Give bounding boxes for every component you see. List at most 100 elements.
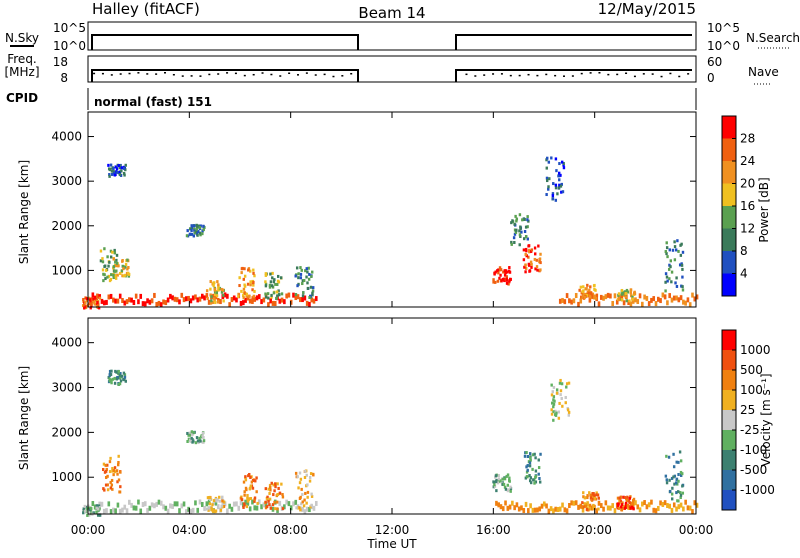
scatter-cell [570, 500, 573, 506]
scatter-cell [617, 506, 620, 510]
scatter-cell [666, 300, 669, 306]
scatter-cell [218, 286, 222, 290]
scatter-cell [95, 504, 99, 508]
scatter-cell [497, 477, 501, 481]
scatter-cell [262, 297, 266, 303]
scatter-cell [300, 268, 303, 272]
scatter-cell [609, 505, 612, 511]
scatter-cell [271, 503, 275, 507]
scatter-cell [504, 500, 507, 506]
scatter-cell [588, 288, 591, 292]
scatter-cell [522, 237, 526, 241]
scatter-cell [602, 506, 605, 512]
scatter-cell [679, 493, 683, 497]
scatter-cell [520, 230, 523, 234]
scatter-cell [178, 299, 181, 305]
scatter-cell [625, 498, 629, 502]
scatter-cell [678, 450, 682, 454]
scatter-cell [92, 511, 95, 515]
scatter-cell [192, 431, 195, 435]
scatter-cell [560, 396, 563, 400]
scatter-cell [266, 292, 270, 296]
scatter-cell [675, 295, 678, 301]
scatter-cell [150, 502, 154, 508]
scatter-cell [216, 504, 220, 510]
scatter-cell [504, 487, 508, 491]
scatter-cell [667, 455, 671, 459]
scatter-cell [123, 375, 127, 379]
scatter-cell [162, 299, 165, 305]
scatter-cell [505, 474, 508, 478]
scatter-cell [195, 436, 199, 440]
scatter-cell [202, 228, 205, 232]
scatter-cell [677, 473, 680, 477]
scatter-cell [495, 500, 498, 506]
scatter-cell [557, 416, 561, 420]
scatter-cell [162, 504, 165, 510]
scatter-cell [268, 285, 272, 289]
scatter-cell [249, 484, 253, 488]
scatter-cell [654, 508, 658, 514]
scatter-cell [201, 440, 204, 444]
scatter-cell [123, 300, 127, 306]
cpid-strip: CPID normal (fast) 151 [6, 88, 697, 110]
scatter-cell [90, 507, 93, 511]
scatter-cell [589, 496, 593, 500]
scatter-cell [186, 431, 189, 435]
scatter-cell [268, 491, 271, 495]
scatter-cell [629, 301, 633, 307]
scatter-cell [595, 293, 599, 297]
scatter-cell [235, 297, 238, 303]
scatter-cell [202, 435, 205, 439]
scatter-cell [618, 499, 621, 505]
scatter-cell [314, 500, 318, 506]
scatter-cell [107, 264, 110, 268]
scatter-cell [88, 298, 92, 302]
scatter-cell [578, 288, 581, 292]
scatter-cell [272, 280, 276, 284]
scatter-cell [599, 294, 603, 300]
ytick-label: 3000 [51, 174, 82, 188]
scatter-cell [632, 507, 635, 511]
scatter-cell [664, 280, 667, 284]
scatter-cell [83, 303, 86, 307]
scatter-cell [563, 507, 567, 513]
scatter-cell [199, 439, 202, 443]
scatter-cell [295, 506, 298, 510]
scatter-cell [196, 507, 200, 513]
scatter-cell [529, 458, 532, 462]
scatter-cell [124, 163, 127, 167]
colorbar-segment [722, 273, 736, 297]
scatter-cell [515, 502, 519, 508]
scatter-cell [669, 265, 672, 269]
scatter-cell [82, 511, 85, 515]
scatter-cell [299, 477, 303, 481]
scatter-cell [506, 483, 510, 487]
nave-dot [314, 74, 317, 76]
scatter-cell [244, 478, 248, 482]
scatter-cell [148, 299, 152, 305]
scatter-cell [192, 234, 196, 238]
scatter-cell [230, 506, 234, 512]
colorbar-tick-label: 20 [740, 177, 755, 191]
scatter-cell [557, 171, 561, 175]
scatter-cell [528, 269, 531, 273]
scatter-cell [533, 507, 537, 513]
scatter-cell [311, 270, 314, 274]
scatter-cell [98, 507, 101, 511]
scatter-cell [217, 286, 220, 290]
scatter-cell [270, 284, 274, 288]
scatter-cell [494, 474, 498, 478]
scatter-cell [148, 505, 152, 511]
scatter-cell [670, 297, 674, 303]
cpid-label: CPID [6, 91, 38, 105]
scatter-cell [538, 506, 542, 512]
scatter-cell [638, 507, 642, 513]
scatter-cell [267, 302, 270, 308]
scatter-cell [666, 255, 669, 259]
scatter-cell [521, 218, 524, 222]
scatter-cell [118, 382, 122, 386]
scatter-cell [194, 230, 198, 234]
scatter-cell [497, 271, 500, 275]
scatter-cell [108, 460, 112, 464]
